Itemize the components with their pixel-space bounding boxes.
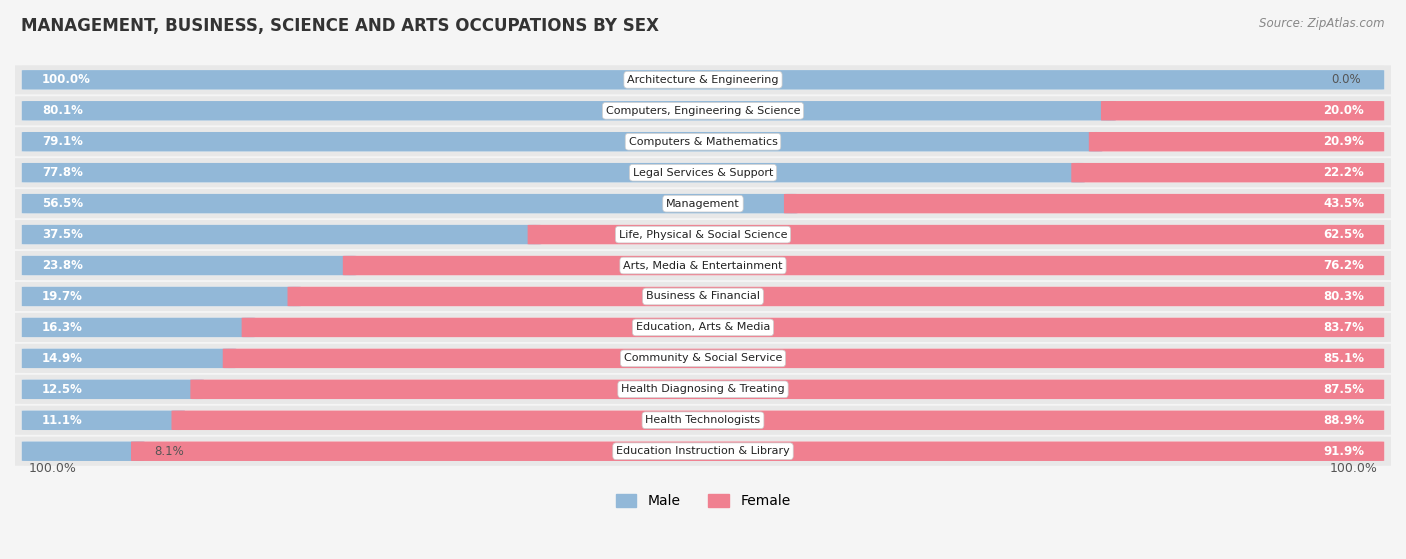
FancyBboxPatch shape bbox=[21, 132, 1385, 151]
FancyBboxPatch shape bbox=[343, 256, 1385, 275]
Text: Education Instruction & Library: Education Instruction & Library bbox=[616, 446, 790, 456]
Text: Legal Services & Support: Legal Services & Support bbox=[633, 168, 773, 178]
FancyBboxPatch shape bbox=[21, 287, 301, 306]
Text: 20.0%: 20.0% bbox=[1323, 105, 1364, 117]
Text: MANAGEMENT, BUSINESS, SCIENCE AND ARTS OCCUPATIONS BY SEX: MANAGEMENT, BUSINESS, SCIENCE AND ARTS O… bbox=[21, 17, 659, 35]
Text: 56.5%: 56.5% bbox=[42, 197, 83, 210]
Legend: Male, Female: Male, Female bbox=[610, 489, 796, 514]
Text: Community & Social Service: Community & Social Service bbox=[624, 353, 782, 363]
FancyBboxPatch shape bbox=[11, 406, 1395, 435]
FancyBboxPatch shape bbox=[11, 437, 1395, 466]
FancyBboxPatch shape bbox=[11, 375, 1395, 404]
FancyBboxPatch shape bbox=[131, 442, 1385, 461]
Text: 80.1%: 80.1% bbox=[42, 105, 83, 117]
Text: 0.0%: 0.0% bbox=[1331, 73, 1361, 86]
FancyBboxPatch shape bbox=[21, 70, 1385, 89]
Text: 8.1%: 8.1% bbox=[153, 445, 184, 458]
FancyBboxPatch shape bbox=[21, 442, 1385, 461]
Text: 19.7%: 19.7% bbox=[42, 290, 83, 303]
FancyBboxPatch shape bbox=[21, 380, 204, 399]
FancyBboxPatch shape bbox=[11, 344, 1395, 373]
Text: 77.8%: 77.8% bbox=[42, 166, 83, 179]
FancyBboxPatch shape bbox=[21, 318, 254, 337]
FancyBboxPatch shape bbox=[21, 410, 186, 430]
Text: 11.1%: 11.1% bbox=[42, 414, 83, 427]
FancyBboxPatch shape bbox=[21, 194, 1385, 214]
FancyBboxPatch shape bbox=[21, 225, 541, 244]
FancyBboxPatch shape bbox=[21, 225, 1385, 244]
FancyBboxPatch shape bbox=[11, 96, 1395, 125]
FancyBboxPatch shape bbox=[21, 349, 236, 368]
FancyBboxPatch shape bbox=[527, 225, 1385, 244]
Text: Management: Management bbox=[666, 198, 740, 209]
Text: 23.8%: 23.8% bbox=[42, 259, 83, 272]
Text: 80.3%: 80.3% bbox=[1323, 290, 1364, 303]
FancyBboxPatch shape bbox=[21, 101, 1116, 121]
FancyBboxPatch shape bbox=[21, 163, 1085, 182]
Text: Business & Financial: Business & Financial bbox=[645, 291, 761, 301]
FancyBboxPatch shape bbox=[1088, 132, 1385, 151]
FancyBboxPatch shape bbox=[287, 287, 1385, 306]
Text: 12.5%: 12.5% bbox=[42, 383, 83, 396]
FancyBboxPatch shape bbox=[172, 410, 1385, 430]
FancyBboxPatch shape bbox=[785, 194, 1385, 214]
Text: 14.9%: 14.9% bbox=[42, 352, 83, 365]
Text: 88.9%: 88.9% bbox=[1323, 414, 1364, 427]
FancyBboxPatch shape bbox=[11, 313, 1395, 342]
Text: 43.5%: 43.5% bbox=[1323, 197, 1364, 210]
FancyBboxPatch shape bbox=[21, 256, 356, 275]
Text: Health Diagnosing & Treating: Health Diagnosing & Treating bbox=[621, 385, 785, 394]
FancyBboxPatch shape bbox=[21, 70, 1385, 89]
Text: 22.2%: 22.2% bbox=[1323, 166, 1364, 179]
Text: Health Technologists: Health Technologists bbox=[645, 415, 761, 425]
Text: 20.9%: 20.9% bbox=[1323, 135, 1364, 148]
FancyBboxPatch shape bbox=[21, 380, 1385, 399]
FancyBboxPatch shape bbox=[21, 287, 1385, 306]
Text: 16.3%: 16.3% bbox=[42, 321, 83, 334]
FancyBboxPatch shape bbox=[21, 442, 145, 461]
Text: 87.5%: 87.5% bbox=[1323, 383, 1364, 396]
FancyBboxPatch shape bbox=[11, 127, 1395, 157]
FancyBboxPatch shape bbox=[11, 220, 1395, 249]
FancyBboxPatch shape bbox=[11, 158, 1395, 187]
Text: 91.9%: 91.9% bbox=[1323, 445, 1364, 458]
FancyBboxPatch shape bbox=[21, 101, 1385, 121]
Text: 100.0%: 100.0% bbox=[1330, 462, 1378, 475]
Text: 83.7%: 83.7% bbox=[1323, 321, 1364, 334]
FancyBboxPatch shape bbox=[21, 349, 1385, 368]
FancyBboxPatch shape bbox=[190, 380, 1385, 399]
FancyBboxPatch shape bbox=[222, 349, 1385, 368]
FancyBboxPatch shape bbox=[21, 163, 1385, 182]
Text: Life, Physical & Social Science: Life, Physical & Social Science bbox=[619, 230, 787, 240]
Text: Source: ZipAtlas.com: Source: ZipAtlas.com bbox=[1260, 17, 1385, 30]
FancyBboxPatch shape bbox=[11, 282, 1395, 311]
FancyBboxPatch shape bbox=[1101, 101, 1385, 121]
FancyBboxPatch shape bbox=[11, 251, 1395, 280]
Text: 85.1%: 85.1% bbox=[1323, 352, 1364, 365]
Text: Arts, Media & Entertainment: Arts, Media & Entertainment bbox=[623, 260, 783, 271]
Text: 100.0%: 100.0% bbox=[28, 462, 76, 475]
Text: 100.0%: 100.0% bbox=[42, 73, 91, 86]
FancyBboxPatch shape bbox=[11, 189, 1395, 218]
FancyBboxPatch shape bbox=[21, 194, 797, 214]
FancyBboxPatch shape bbox=[21, 132, 1102, 151]
FancyBboxPatch shape bbox=[11, 65, 1395, 94]
Text: 79.1%: 79.1% bbox=[42, 135, 83, 148]
Text: 76.2%: 76.2% bbox=[1323, 259, 1364, 272]
Text: Architecture & Engineering: Architecture & Engineering bbox=[627, 75, 779, 85]
Text: Computers & Mathematics: Computers & Mathematics bbox=[628, 137, 778, 146]
Text: 62.5%: 62.5% bbox=[1323, 228, 1364, 241]
FancyBboxPatch shape bbox=[21, 410, 1385, 430]
FancyBboxPatch shape bbox=[242, 318, 1385, 337]
Text: Computers, Engineering & Science: Computers, Engineering & Science bbox=[606, 106, 800, 116]
FancyBboxPatch shape bbox=[21, 256, 1385, 275]
Text: 37.5%: 37.5% bbox=[42, 228, 83, 241]
Text: Education, Arts & Media: Education, Arts & Media bbox=[636, 323, 770, 333]
FancyBboxPatch shape bbox=[1071, 163, 1385, 182]
FancyBboxPatch shape bbox=[21, 318, 1385, 337]
